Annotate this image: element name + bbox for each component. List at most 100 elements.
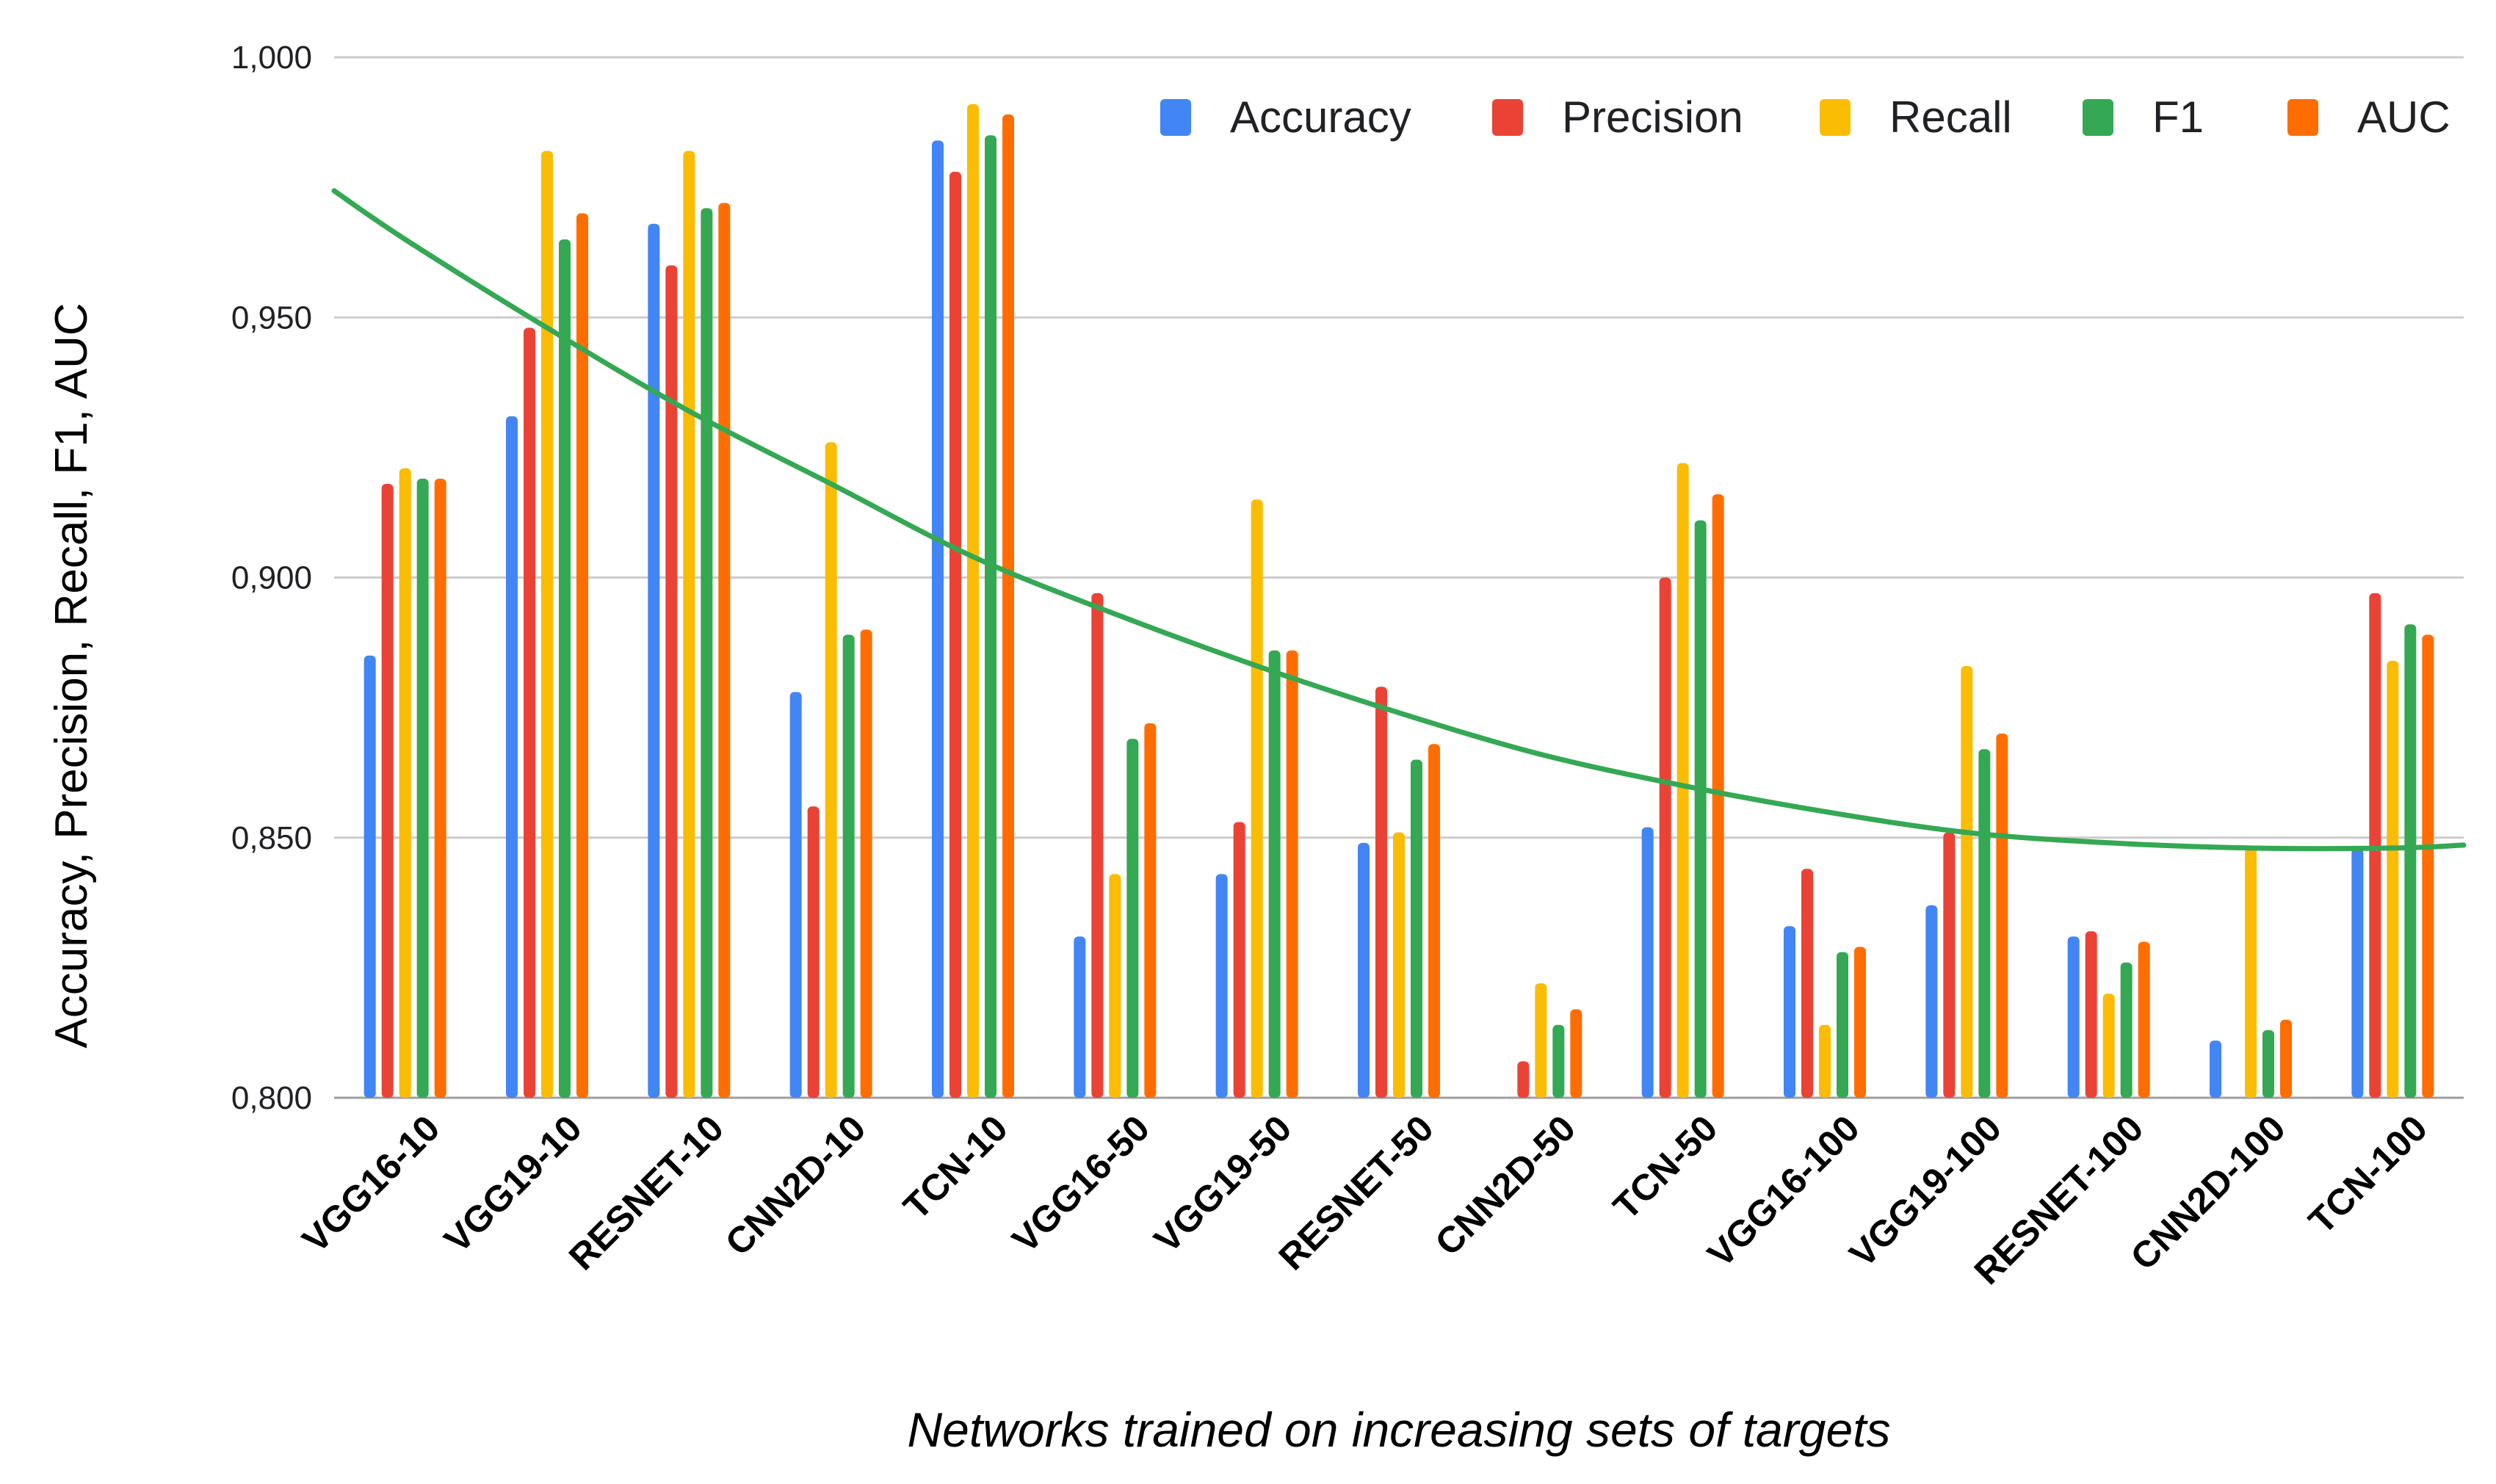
- bar-recall-vgg16-10: [399, 468, 411, 1098]
- bar-f1-cnn2d-50: [1552, 1024, 1565, 1098]
- bar-auc-cnn2d-10: [860, 629, 872, 1098]
- bar-recall-vgg16-50: [1109, 874, 1121, 1098]
- bar-f1-vgg16-50: [1126, 739, 1139, 1098]
- x-tick-label: CNN2D-100: [2123, 1107, 2293, 1278]
- bar-accuracy-tcn-10: [932, 140, 944, 1098]
- y-tick-label: 1,000: [231, 40, 312, 76]
- x-tick-label: TCN-10: [895, 1107, 1015, 1227]
- legend-swatch-f1: [2083, 99, 2113, 136]
- bar-auc-cnn2d-100: [2280, 1019, 2292, 1098]
- bar-precision-vgg19-100: [1943, 832, 1956, 1098]
- bar-precision-resnet-100: [2085, 931, 2097, 1098]
- bar-f1-tcn-10: [985, 135, 996, 1098]
- x-tick-label: CNN2D-10: [717, 1107, 873, 1263]
- bar-auc-resnet-50: [1428, 744, 1440, 1098]
- bar-precision-vgg16-50: [1091, 593, 1104, 1098]
- x-tick-label: TCN-100: [2301, 1107, 2435, 1242]
- x-tick-label: RESNET-50: [1271, 1107, 1441, 1278]
- bar-accuracy-cnn2d-100: [2210, 1040, 2221, 1098]
- bar-accuracy-vgg16-10: [363, 655, 376, 1098]
- bar-f1-resnet-100: [2120, 962, 2133, 1098]
- bar-accuracy-vgg19-100: [1925, 905, 1938, 1098]
- y-tick-label: 0,900: [231, 560, 312, 596]
- bar-accuracy-vgg16-50: [1074, 936, 1086, 1098]
- bar-precision-resnet-10: [665, 265, 678, 1098]
- bar-precision-cnn2d-10: [807, 806, 820, 1098]
- bar-auc-resnet-100: [2138, 941, 2150, 1098]
- bar-recall-cnn2d-10: [825, 442, 837, 1098]
- x-tick-label: VGG16-100: [1700, 1107, 1867, 1275]
- bar-auc-tcn-10: [1002, 114, 1014, 1098]
- legend-swatch-auc: [2287, 99, 2318, 136]
- x-tick-label: VGG16-50: [1005, 1107, 1158, 1261]
- trendline-path: [331, 188, 2467, 852]
- legend-swatch-precision: [1492, 99, 1523, 136]
- bar-f1-vgg16-100: [1837, 952, 1848, 1098]
- bars: [363, 104, 2434, 1098]
- bar-recall-tcn-10: [967, 104, 979, 1098]
- x-tick-label: RESNET-10: [561, 1107, 731, 1278]
- bar-recall-vgg19-100: [1961, 665, 1973, 1098]
- bar-recall-tcn-50: [1676, 463, 1689, 1098]
- y-tick-label: 0,800: [231, 1080, 312, 1116]
- x-tick-label: VGG19-50: [1146, 1107, 1300, 1261]
- trendline: [331, 188, 2467, 852]
- bar-auc-resnet-10: [718, 203, 731, 1098]
- bar-f1-vgg19-50: [1268, 650, 1281, 1098]
- bar-recall-resnet-10: [683, 151, 695, 1098]
- bar-precision-resnet-50: [1375, 687, 1387, 1098]
- x-tick-label: VGG19-10: [436, 1107, 590, 1261]
- bar-f1-resnet-10: [701, 208, 713, 1098]
- bar-precision-vgg16-100: [1801, 869, 1813, 1098]
- bar-auc-vgg16-10: [434, 478, 446, 1098]
- legend-label-accuracy: Accuracy: [1230, 93, 1411, 142]
- bar-recall-tcn-100: [2387, 660, 2399, 1098]
- bar-precision-cnn2d-50: [1517, 1061, 1530, 1098]
- bar-auc-vgg19-50: [1286, 650, 1298, 1098]
- x-tick-label: TCN-50: [1605, 1107, 1725, 1227]
- bar-f1-cnn2d-100: [2262, 1029, 2274, 1098]
- legend-label-precision: Precision: [1562, 93, 1743, 142]
- bar-accuracy-vgg19-50: [1215, 874, 1228, 1098]
- bar-auc-cnn2d-50: [1570, 1009, 1582, 1098]
- legend-swatch-recall: [1820, 99, 1851, 136]
- bar-precision-vgg19-10: [524, 327, 535, 1098]
- x-tick-label: CNN2D-50: [1428, 1107, 1583, 1263]
- bar-accuracy-cnn2d-10: [789, 692, 802, 1098]
- bar-accuracy-resnet-100: [2067, 936, 2080, 1098]
- bar-f1-tcn-50: [1694, 520, 1707, 1098]
- bar-precision-vgg19-50: [1233, 822, 1245, 1098]
- bar-f1-vgg19-100: [1978, 749, 1991, 1098]
- bar-recall-vgg19-50: [1251, 499, 1263, 1098]
- y-axis-ticks: 0,800 0,850 0,900 0,950 1,000: [231, 40, 312, 1116]
- bar-accuracy-tcn-100: [2351, 847, 2364, 1098]
- bar-f1-tcn-100: [2404, 624, 2417, 1098]
- y-tick-label: 0,850: [231, 820, 312, 856]
- y-tick-label: 0,950: [231, 300, 312, 336]
- x-axis-title: Networks trained on increasing sets of t…: [908, 1402, 1891, 1457]
- bar-recall-vgg16-100: [1819, 1024, 1831, 1098]
- bar-accuracy-tcn-50: [1641, 827, 1654, 1098]
- bar-f1-vgg16-10: [416, 478, 429, 1098]
- bar-precision-tcn-100: [2369, 593, 2381, 1098]
- legend-label-auc: AUC: [2357, 93, 2450, 142]
- x-tick-label: VGG16-10: [294, 1107, 448, 1261]
- legend-swatch-accuracy: [1160, 99, 1191, 136]
- bar-precision-tcn-50: [1659, 577, 1671, 1098]
- bar-accuracy-vgg19-10: [506, 416, 518, 1098]
- bar-auc-tcn-50: [1712, 494, 1724, 1098]
- bar-auc-vgg16-100: [1854, 946, 1866, 1098]
- bar-accuracy-resnet-50: [1358, 842, 1370, 1098]
- bar-recall-vgg19-10: [541, 151, 553, 1098]
- bar-recall-cnn2d-50: [1535, 983, 1547, 1098]
- legend-label-recall: Recall: [1889, 93, 2012, 142]
- legend: Accuracy Precision Recall F1 AUC: [1160, 93, 2450, 142]
- bar-auc-vgg19-100: [1996, 734, 2008, 1098]
- bar-recall-cnn2d-100: [2245, 847, 2257, 1098]
- bar-f1-vgg19-10: [559, 239, 571, 1098]
- bar-f1-cnn2d-10: [842, 634, 855, 1098]
- bar-auc-vgg19-10: [576, 213, 588, 1098]
